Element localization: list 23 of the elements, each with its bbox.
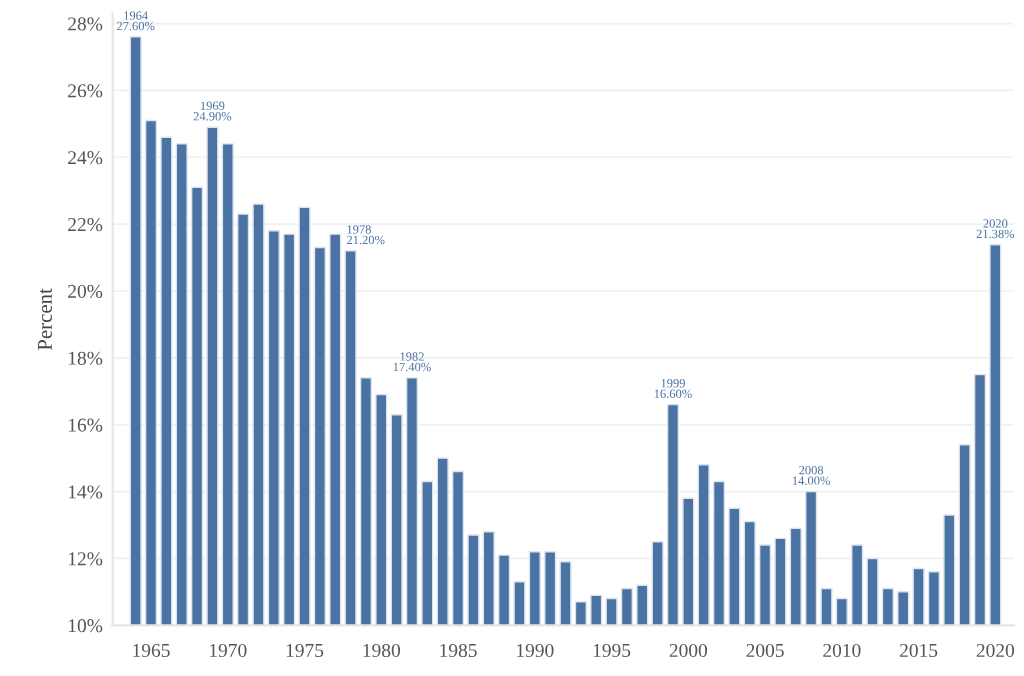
x-tick-label: 1985: [440, 643, 477, 658]
y-tick-label: 22%: [68, 217, 103, 232]
x-tick-label: 2015: [899, 643, 938, 658]
y-tick-label: 14%: [68, 485, 103, 499]
y-tick-label: 18%: [68, 351, 103, 365]
x-tick-label: 1965: [133, 643, 170, 658]
x-tick-label: 2000: [669, 643, 708, 658]
x-tick-label: 1990: [517, 643, 554, 658]
y-axis-title: Percent: [38, 288, 52, 351]
y-tick-label: 16%: [68, 418, 103, 432]
x-tick-label: 1970: [210, 643, 247, 658]
x-tick-label: 2020: [976, 643, 1015, 658]
y-tick-label: 26%: [68, 84, 103, 98]
x-tick-label: 1975: [286, 643, 324, 658]
y-tick-label: 28%: [68, 17, 103, 31]
y-tick-label: 12%: [68, 552, 103, 566]
x-tick-label: 2005: [746, 643, 784, 658]
y-tick-label: 10%: [68, 619, 103, 633]
x-tick-label: 1995: [593, 643, 631, 658]
y-tick-label: 20%: [68, 284, 103, 298]
y-tick-label: 24%: [68, 151, 103, 165]
x-tick-label: 2010: [823, 643, 861, 658]
x-tick-label: 1980: [363, 643, 400, 658]
